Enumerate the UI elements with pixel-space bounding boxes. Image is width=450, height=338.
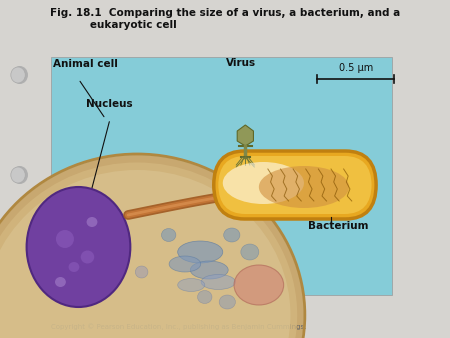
Ellipse shape — [0, 170, 290, 338]
Circle shape — [12, 66, 28, 84]
Text: Virus: Virus — [225, 58, 256, 68]
Text: Fig. 18.1  Comparing the size of a virus, a bacterium, and a: Fig. 18.1 Comparing the size of a virus,… — [50, 8, 400, 18]
Ellipse shape — [0, 155, 304, 338]
Bar — [51, 57, 392, 295]
Ellipse shape — [27, 187, 130, 307]
Ellipse shape — [259, 166, 349, 208]
Circle shape — [12, 263, 28, 281]
Ellipse shape — [178, 279, 205, 291]
Text: eukaryotic cell: eukaryotic cell — [50, 20, 176, 30]
FancyBboxPatch shape — [214, 151, 376, 219]
Circle shape — [11, 264, 25, 280]
Ellipse shape — [135, 266, 148, 278]
Circle shape — [11, 67, 25, 83]
Ellipse shape — [223, 162, 304, 204]
Polygon shape — [237, 125, 253, 146]
Ellipse shape — [162, 228, 176, 241]
Ellipse shape — [55, 277, 66, 287]
Ellipse shape — [201, 274, 235, 290]
Ellipse shape — [234, 265, 284, 305]
Ellipse shape — [86, 217, 97, 227]
Ellipse shape — [81, 250, 94, 264]
Ellipse shape — [198, 290, 212, 304]
Text: Nucleus: Nucleus — [86, 99, 132, 109]
Ellipse shape — [0, 163, 297, 338]
Text: Animal cell: Animal cell — [53, 59, 118, 69]
Ellipse shape — [224, 228, 240, 242]
Text: Copyright © Pearson Education, Inc., publishing as Benjamin Cummings.: Copyright © Pearson Education, Inc., pub… — [51, 323, 307, 330]
Text: Bacterium: Bacterium — [308, 221, 369, 231]
Text: 0.5 μm: 0.5 μm — [339, 63, 373, 73]
Ellipse shape — [219, 295, 235, 309]
Ellipse shape — [241, 244, 259, 260]
Ellipse shape — [68, 262, 79, 272]
Ellipse shape — [178, 241, 223, 263]
Ellipse shape — [56, 230, 74, 248]
Circle shape — [12, 166, 28, 184]
Circle shape — [11, 167, 25, 183]
Ellipse shape — [190, 261, 228, 279]
Ellipse shape — [169, 256, 201, 272]
FancyBboxPatch shape — [218, 156, 372, 214]
